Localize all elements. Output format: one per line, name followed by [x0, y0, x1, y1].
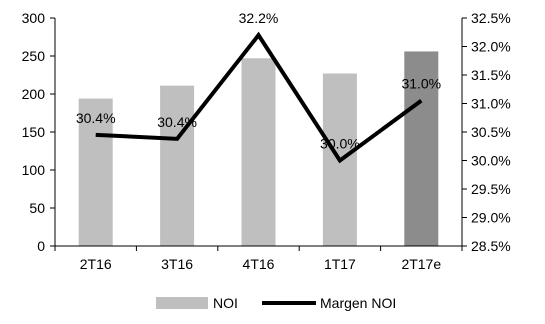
right-tick-label: 28.5%	[471, 238, 511, 254]
data-label-4t16: 32.2%	[239, 10, 279, 26]
bar-4t16	[241, 58, 276, 246]
right-tick-label: 32.0%	[471, 39, 511, 55]
right-tick-label: 29.0%	[471, 210, 511, 226]
x-tick-label: 1T17	[324, 256, 356, 272]
data-label-3t16: 30.4%	[157, 114, 197, 130]
bar-2t16	[78, 98, 113, 246]
x-tick-label: 2T17e	[401, 256, 441, 272]
legend: NOI Margen NOI	[156, 295, 396, 311]
bar-3t16	[160, 85, 195, 246]
data-label-2t16: 30.4%	[76, 110, 116, 126]
legend-label-margen-noi: Margen NOI	[320, 295, 396, 311]
axes: 05010015020025030028.5%29.0%29.5%30.0%30…	[22, 10, 511, 272]
right-tick-label: 30.5%	[471, 124, 511, 140]
left-tick-label: 150	[22, 124, 46, 140]
bar-2t17e	[404, 51, 439, 246]
right-tick-label: 32.5%	[471, 10, 511, 26]
left-tick-label: 200	[22, 86, 46, 102]
left-tick-label: 50	[29, 200, 45, 216]
line-series	[95, 31, 423, 164]
right-tick-label: 29.5%	[471, 181, 511, 197]
x-tick-label: 2T16	[80, 256, 112, 272]
left-tick-label: 100	[22, 162, 46, 178]
right-tick-label: 30.0%	[471, 153, 511, 169]
left-tick-label: 300	[22, 10, 46, 26]
x-tick-label: 3T16	[161, 256, 193, 272]
x-tick-label: 4T16	[243, 256, 275, 272]
legend-label-noi: NOI	[213, 295, 238, 311]
bar-series	[78, 51, 439, 246]
left-tick-label: 250	[22, 48, 46, 64]
data-labels: 30.4% 30.4% 32.2% 30.0% 31.0%	[76, 10, 441, 151]
data-label-2t17e: 31.0%	[401, 76, 441, 92]
right-tick-label: 31.0%	[471, 96, 511, 112]
margen-noi-line	[95, 31, 423, 164]
legend-swatch-noi	[156, 297, 208, 309]
right-tick-label: 31.5%	[471, 67, 511, 83]
data-label-1t17: 30.0%	[320, 136, 360, 152]
left-tick-label: 0	[37, 238, 45, 254]
